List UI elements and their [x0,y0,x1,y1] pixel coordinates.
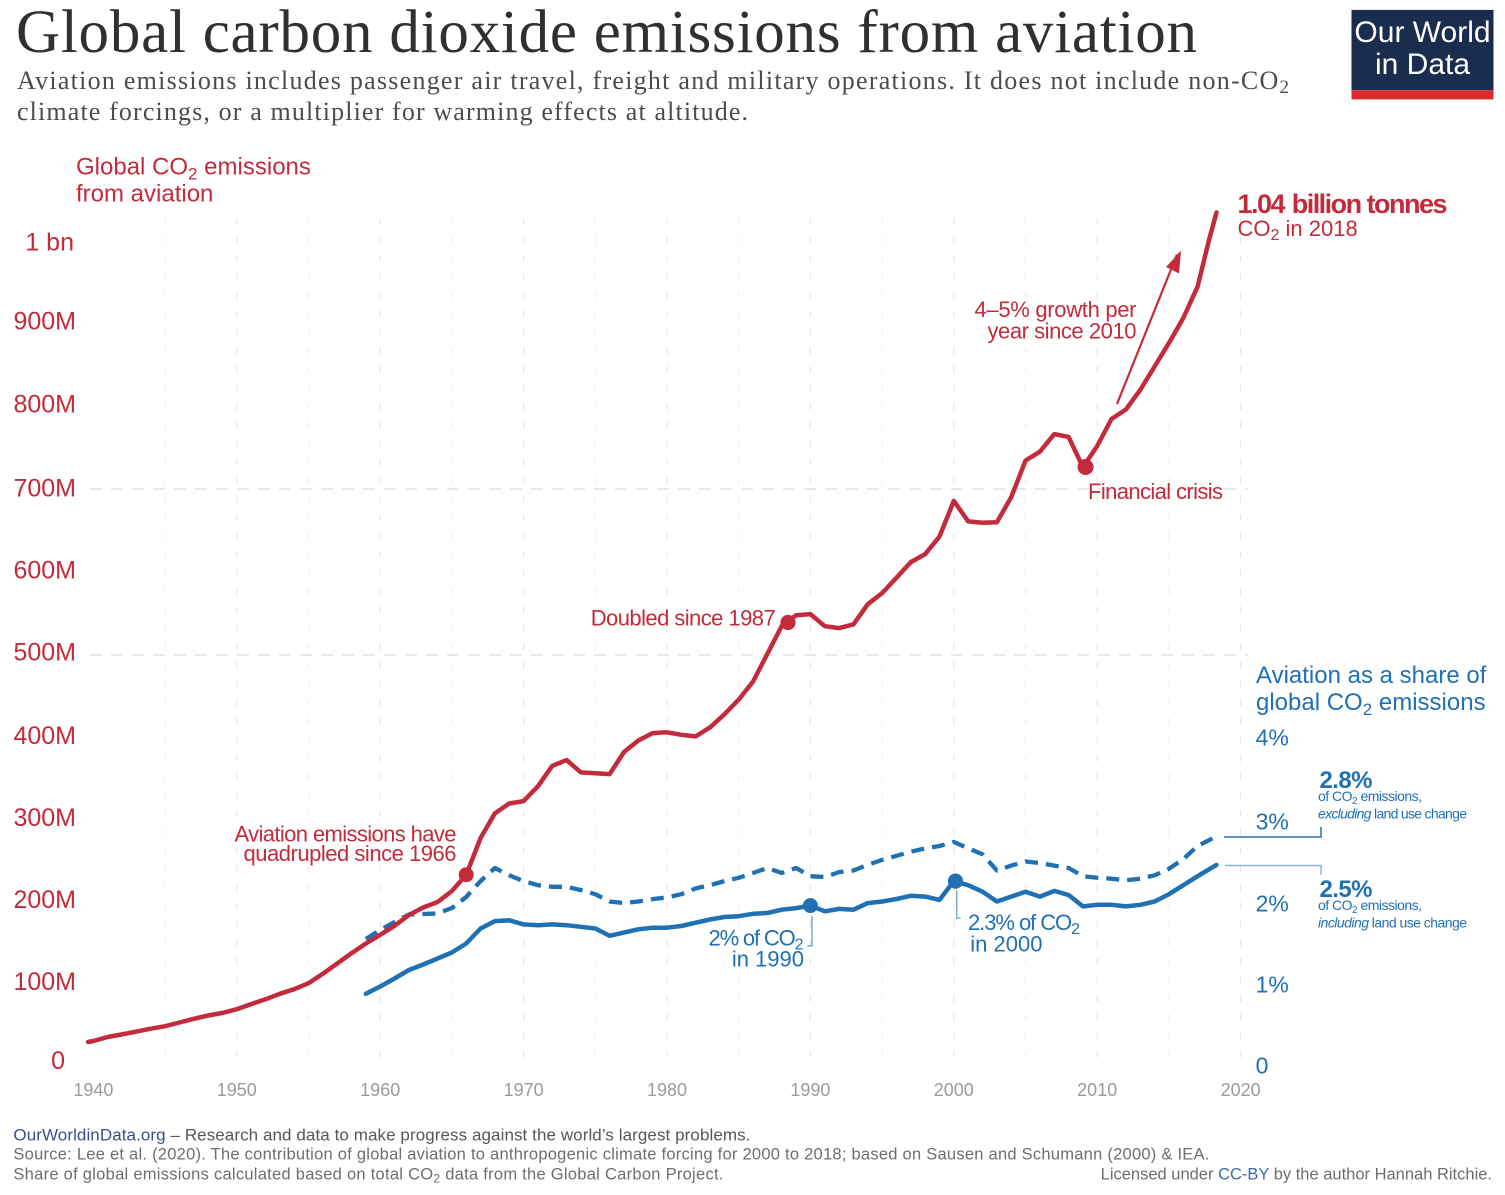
svg-text:Aviation emissions includes pa: Aviation emissions includes passenger ai… [17,66,1289,98]
svg-text:2010: 2010 [1077,1080,1117,1100]
svg-text:Licensed under CC-BY by the au: Licensed under CC-BY by the author Hanna… [1101,1166,1492,1184]
svg-text:year since 2010: year since 2010 [988,319,1137,344]
svg-text:in Data: in Data [1375,48,1470,81]
svg-text:of CO2 emissions,: of CO2 emissions, [1318,897,1422,916]
svg-text:2.5%: 2.5% [1320,876,1373,903]
svg-text:in 2000: in 2000 [970,932,1042,957]
svg-text:1940: 1940 [73,1080,113,1100]
svg-text:0: 0 [51,1047,65,1075]
svg-text:1990: 1990 [790,1080,830,1100]
svg-text:2.3% of CO2: 2.3% of CO2 [968,910,1080,938]
svg-text:600M: 600M [13,557,76,585]
svg-text:CO2 in 2018: CO2 in 2018 [1238,216,1358,244]
svg-text:400M: 400M [13,722,76,750]
svg-text:of CO2 emissions,: of CO2 emissions, [1318,788,1422,807]
svg-text:Financial crisis: Financial crisis [1088,479,1223,504]
svg-text:1950: 1950 [217,1080,257,1100]
svg-text:1980: 1980 [647,1080,687,1100]
svg-text:700M: 700M [13,475,76,503]
svg-text:1%: 1% [1256,971,1289,997]
svg-text:1960: 1960 [360,1080,400,1100]
svg-text:2020: 2020 [1221,1080,1261,1100]
svg-text:from aviation: from aviation [76,181,213,208]
svg-text:in 1990: in 1990 [732,947,804,972]
svg-text:climate forcings, or a multipl: climate forcings, or a multiplier for wa… [17,97,748,126]
svg-text:500M: 500M [13,639,76,667]
svg-text:900M: 900M [13,308,76,336]
svg-text:2% of CO2: 2% of CO2 [709,926,804,954]
svg-text:Aviation emissions have: Aviation emissions have [235,822,457,847]
svg-text:100M: 100M [13,968,76,996]
svg-text:1.04 billion tonnes: 1.04 billion tonnes [1238,189,1448,219]
svg-text:3%: 3% [1256,808,1289,834]
svg-text:Global carbon dioxide emission: Global carbon dioxide emissions from avi… [16,0,1197,66]
svg-text:quadrupled since 1966: quadrupled since 1966 [244,841,457,866]
svg-text:Our World: Our World [1354,16,1490,49]
svg-text:0: 0 [1256,1052,1269,1078]
svg-text:2000: 2000 [934,1080,974,1100]
svg-text:4–5% growth per: 4–5% growth per [975,297,1137,322]
svg-text:2.8%: 2.8% [1320,767,1373,794]
svg-text:1970: 1970 [504,1080,544,1100]
svg-text:OurWorldinData.org – Research: OurWorldinData.org – Research and data t… [13,1126,750,1145]
svg-text:4%: 4% [1256,724,1289,750]
svg-text:1 bn: 1 bn [25,229,74,257]
svg-text:200M: 200M [13,886,76,914]
svg-text:Share of global emissions cal: Share of global emissions calculated bas… [13,1166,723,1186]
svg-text:Aviation as a share of: Aviation as a share of [1256,662,1487,689]
svg-text:300M: 300M [13,804,76,832]
svg-text:2%: 2% [1256,890,1289,916]
svg-text:Source: Lee et al. (2020). The: Source: Lee et al. (2020). The contribut… [13,1146,1209,1164]
svg-text:including land use change: including land use change [1318,915,1467,931]
svg-text:800M: 800M [13,390,76,418]
svg-text:excluding land use change: excluding land use change [1318,806,1467,822]
svg-text:Doubled since 1987: Doubled since 1987 [591,606,776,631]
